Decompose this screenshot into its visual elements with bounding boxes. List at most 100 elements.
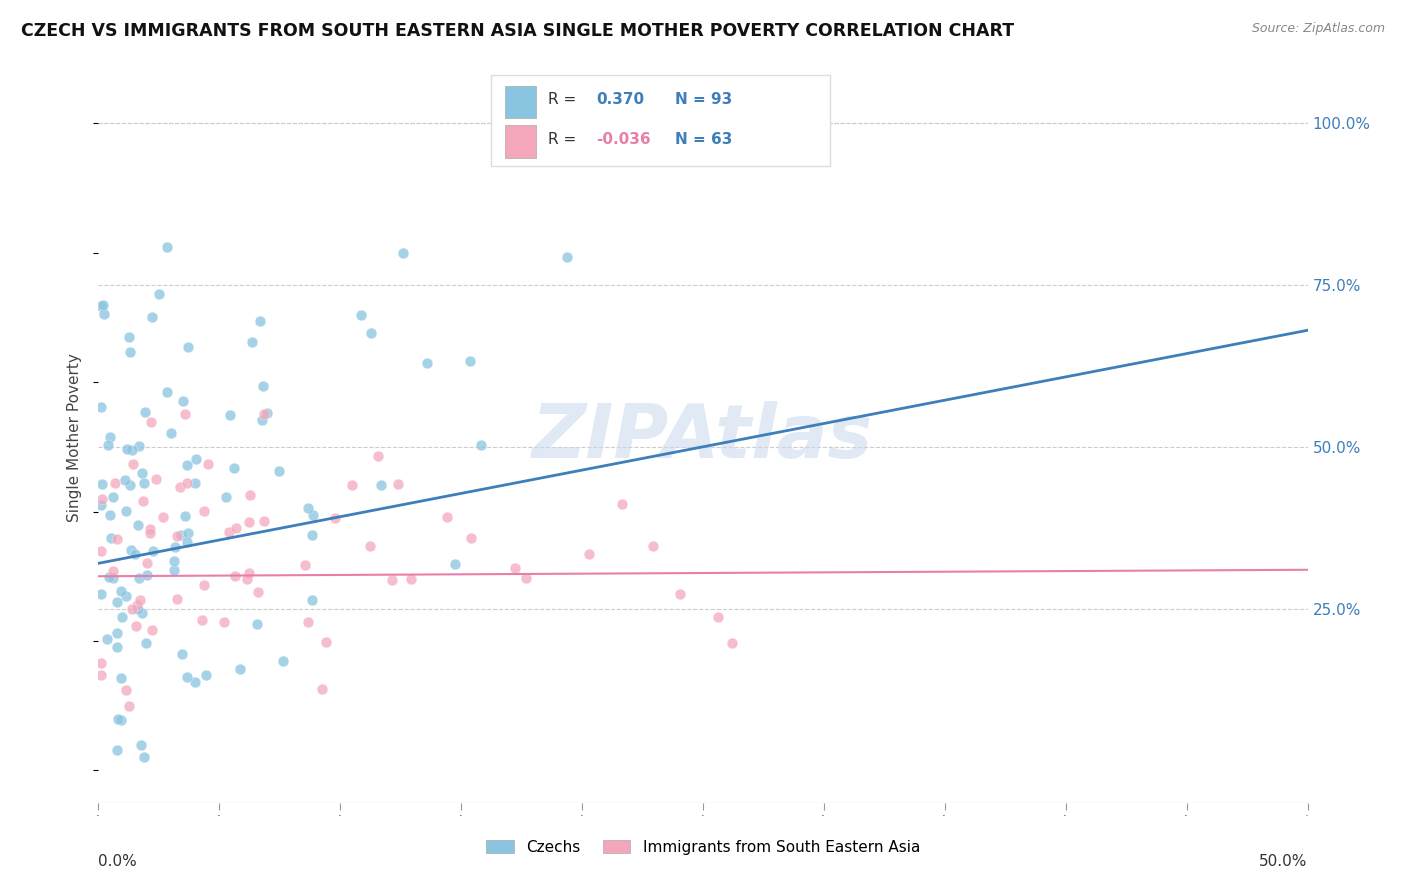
Point bbox=[460, 531, 482, 545]
Point bbox=[160, 425, 183, 440]
Point bbox=[155, 385, 177, 400]
Point bbox=[359, 539, 381, 553]
Point bbox=[132, 475, 155, 490]
Point bbox=[132, 750, 155, 764]
Point bbox=[121, 601, 143, 615]
Point bbox=[91, 297, 114, 311]
Point bbox=[194, 668, 217, 682]
Point bbox=[90, 544, 112, 558]
Point bbox=[193, 578, 215, 592]
Point bbox=[302, 508, 325, 522]
Point bbox=[470, 438, 492, 452]
Point bbox=[246, 585, 269, 599]
Point bbox=[110, 671, 132, 685]
Point bbox=[145, 471, 167, 485]
Text: N = 93: N = 93 bbox=[675, 92, 733, 107]
Point bbox=[294, 558, 316, 572]
Point bbox=[174, 508, 197, 523]
Point bbox=[252, 408, 274, 422]
Point bbox=[90, 400, 112, 414]
Point bbox=[399, 572, 422, 586]
Point bbox=[174, 408, 197, 422]
Point bbox=[436, 509, 458, 524]
Point bbox=[117, 698, 139, 713]
Point bbox=[238, 515, 260, 529]
Point bbox=[132, 493, 155, 508]
Point bbox=[214, 491, 236, 505]
Point bbox=[177, 526, 200, 541]
Point bbox=[121, 443, 143, 458]
Point bbox=[90, 667, 112, 681]
Point bbox=[323, 511, 346, 525]
Point bbox=[129, 593, 152, 607]
Point bbox=[91, 491, 114, 506]
Text: Source: ZipAtlas.com: Source: ZipAtlas.com bbox=[1251, 22, 1385, 36]
Point bbox=[90, 299, 112, 313]
Point bbox=[183, 476, 205, 491]
Point bbox=[444, 557, 467, 571]
Point bbox=[707, 609, 730, 624]
Point bbox=[105, 640, 128, 655]
Point bbox=[114, 589, 136, 603]
Point bbox=[297, 501, 319, 516]
Point bbox=[387, 476, 409, 491]
Point bbox=[297, 615, 319, 629]
Point bbox=[125, 598, 148, 612]
Point bbox=[148, 286, 170, 301]
Point bbox=[224, 460, 246, 475]
Point bbox=[392, 246, 415, 260]
Point bbox=[115, 442, 138, 457]
Point bbox=[128, 439, 150, 453]
Point bbox=[505, 561, 527, 575]
Point bbox=[238, 566, 260, 580]
Point bbox=[253, 514, 276, 528]
Point bbox=[110, 713, 132, 727]
Point bbox=[240, 334, 263, 349]
Point bbox=[100, 531, 122, 545]
Point bbox=[166, 529, 188, 543]
Point bbox=[139, 415, 162, 429]
Point bbox=[225, 521, 247, 535]
Text: 50.0%: 50.0% bbox=[1260, 854, 1308, 869]
Text: ZIPAtlas: ZIPAtlas bbox=[533, 401, 873, 474]
Text: 0.370: 0.370 bbox=[596, 92, 645, 107]
Point bbox=[460, 354, 482, 368]
Point bbox=[557, 250, 579, 264]
Point bbox=[176, 458, 198, 472]
Point bbox=[515, 571, 537, 585]
FancyBboxPatch shape bbox=[505, 126, 536, 158]
Point bbox=[98, 570, 121, 584]
Point bbox=[176, 475, 198, 490]
Point bbox=[340, 477, 363, 491]
Point bbox=[90, 587, 112, 601]
Text: 0.0%: 0.0% bbox=[98, 854, 138, 869]
Point bbox=[152, 510, 174, 524]
Point bbox=[110, 583, 132, 598]
Legend: Czechs, Immigrants from South Eastern Asia: Czechs, Immigrants from South Eastern As… bbox=[479, 834, 927, 861]
Point bbox=[183, 675, 205, 690]
Point bbox=[163, 541, 186, 555]
Point bbox=[101, 571, 124, 585]
Point bbox=[267, 464, 290, 478]
Point bbox=[252, 413, 274, 427]
Text: -0.036: -0.036 bbox=[596, 132, 651, 147]
Point bbox=[212, 615, 235, 629]
Point bbox=[191, 613, 214, 627]
Point bbox=[105, 595, 128, 609]
Point bbox=[131, 466, 153, 480]
Point bbox=[166, 592, 188, 607]
Point bbox=[246, 616, 269, 631]
Point bbox=[103, 475, 125, 490]
Y-axis label: Single Mother Poverty: Single Mother Poverty bbox=[67, 352, 83, 522]
Point bbox=[129, 738, 152, 752]
Point bbox=[127, 517, 149, 532]
Point bbox=[315, 634, 337, 648]
Point bbox=[127, 601, 149, 615]
Point bbox=[350, 309, 373, 323]
Point bbox=[103, 490, 125, 504]
FancyBboxPatch shape bbox=[492, 75, 830, 167]
Point bbox=[142, 544, 165, 558]
FancyBboxPatch shape bbox=[505, 86, 536, 118]
Point bbox=[610, 497, 633, 511]
Text: R =: R = bbox=[548, 92, 576, 107]
